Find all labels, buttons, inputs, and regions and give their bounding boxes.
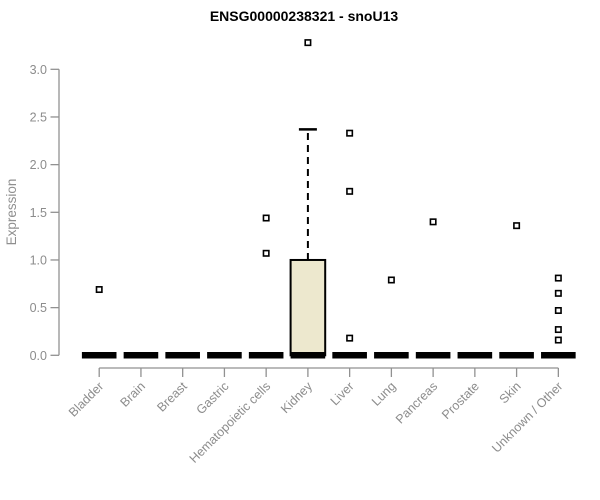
y-tick-label: 1.5	[30, 206, 47, 220]
data-layer	[81, 39, 576, 359]
outlier-point	[346, 187, 354, 195]
outlier-point	[262, 249, 270, 257]
x-tick-label: Skin	[497, 379, 524, 406]
x-tick-label: Pancreas	[393, 379, 440, 426]
outlier-point	[346, 334, 354, 342]
x-tick-label: Breast	[154, 379, 190, 415]
x-tick-label: Gastric	[194, 379, 232, 417]
chart-title: ENSG00000238321 - snoU13	[210, 8, 399, 24]
y-tick-label: 2.0	[30, 158, 47, 172]
x-tick-label: Brain	[118, 379, 149, 410]
outlier-point	[387, 276, 395, 284]
outlier-point	[262, 214, 270, 222]
y-axis-title: Expression	[4, 179, 19, 246]
outlier-point	[513, 222, 521, 230]
x-tick-label: Hematopoietic cells	[187, 379, 274, 466]
outlier-point	[304, 39, 312, 47]
outlier-point	[554, 274, 562, 282]
outlier-point	[554, 306, 562, 314]
x-tick-label: Unknown / Other	[489, 379, 565, 455]
outlier-point	[95, 286, 103, 294]
y-tick-label: 3.0	[30, 63, 47, 77]
outlier-point	[554, 326, 562, 334]
x-tick-label: Lung	[369, 379, 399, 409]
outlier-point	[429, 218, 437, 226]
box	[289, 258, 327, 357]
y-tick-label: 2.5	[30, 110, 47, 124]
outlier-point	[554, 336, 562, 344]
x-tick-label: Prostate	[439, 379, 482, 422]
y-tick-label: 0.5	[30, 301, 47, 315]
y-tick-label: 0.0	[30, 349, 47, 363]
y-tick-label: 1.0	[30, 253, 47, 267]
x-tick-label: Kidney	[278, 379, 315, 416]
outlier-point	[554, 289, 562, 297]
x-tick-label: Liver	[328, 379, 357, 408]
outlier-point	[346, 129, 354, 137]
x-tick-label: Bladder	[66, 379, 106, 419]
